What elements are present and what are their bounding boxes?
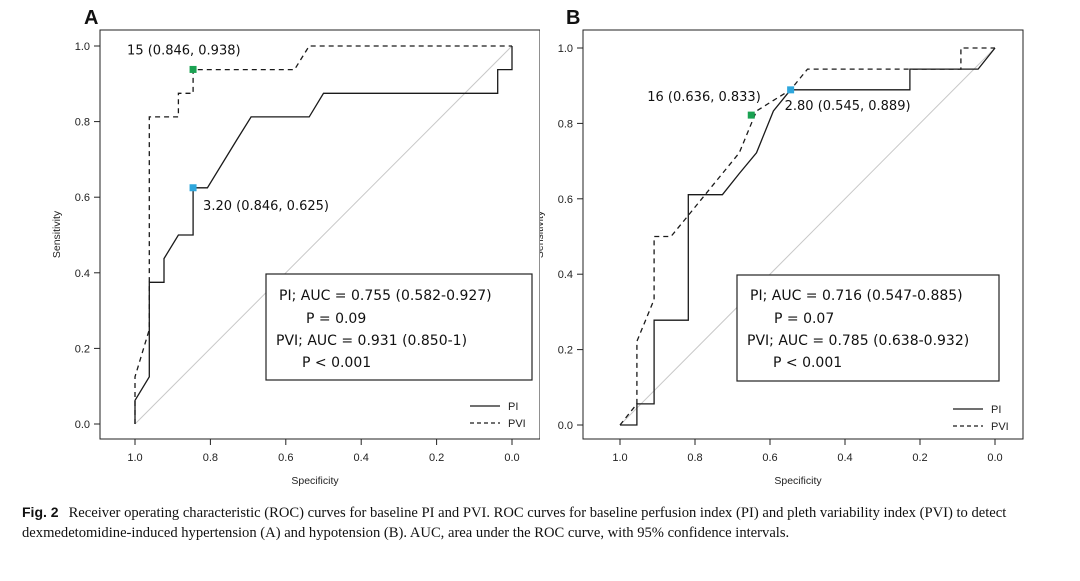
stats-line: PI; AUC = 0.755 (0.582-0.927)	[279, 288, 492, 304]
reference-diagonal	[619, 47, 996, 426]
x-tick-label: 0.6	[762, 452, 777, 464]
cutoff-point-pi	[787, 86, 795, 94]
caption-text: Receiver operating characteristic (ROC) …	[22, 505, 1007, 541]
panel-letter: B	[566, 7, 580, 29]
roc-panel-b: B 1.0 0.8 0.6 0.4 0.2 0.0 0.0 0.2 0.4 0.6 0.8 1.0 Spe…	[540, 0, 1080, 500]
reference-diagonal	[134, 45, 513, 425]
stats-line: P = 0.07	[774, 311, 834, 327]
legend-label-pi: PI	[991, 404, 1001, 416]
x-tick-label: 1.0	[612, 452, 627, 464]
roc-chart-b: B 1.0 0.8 0.6 0.4 0.2 0.0 0.0 0.2 0.4 0.6 0.8 1.0 Spe…	[540, 7, 1024, 487]
cutoff-point-pvi	[747, 111, 755, 119]
series-line-pi	[620, 47, 996, 426]
cutoff-label-pvi: 15 (0.846, 0.938)	[127, 43, 241, 58]
y-tick-label: 0.6	[558, 194, 573, 206]
stats-box	[265, 273, 533, 381]
roc-chart-a: A 1.0 0.8 0.6 0.4 0.2 0.0 0.0 0.2 0.4 0.6 0.8 1.0 Spe…	[51, 7, 540, 487]
y-tick-label: 0.2	[558, 345, 573, 357]
x-tick-label: 0.2	[429, 452, 444, 464]
x-tick-label: 0.0	[987, 452, 1002, 464]
x-tick-label: 1.0	[127, 452, 142, 464]
stats-line: PVI; AUC = 0.785 (0.638-0.932)	[747, 333, 969, 349]
stats-line: PI; AUC = 0.716 (0.547-0.885)	[750, 288, 963, 304]
series-line-pi	[134, 46, 513, 424]
panel-letter: A	[84, 7, 98, 29]
y-tick-label: 0.8	[75, 117, 90, 129]
series-line-pvi	[619, 47, 995, 426]
y-axis-label: Sensitivity	[51, 210, 63, 258]
x-axis-label: Specificity	[291, 475, 339, 487]
cutoff-label-pi: 3.20 (0.846, 0.625)	[203, 199, 329, 214]
x-tick-label: 0.8	[687, 452, 702, 464]
y-tick-label: 1.0	[75, 41, 90, 53]
x-tick-label: 0.8	[203, 452, 218, 464]
plot-frame	[582, 29, 1024, 440]
plot-frame	[99, 29, 540, 440]
stats-line: P < 0.001	[773, 355, 842, 371]
y-tick-label: 0.6	[75, 192, 90, 204]
caption-label: Fig. 2	[22, 504, 59, 520]
series-line-pvi	[134, 45, 512, 424]
x-tick-label: 0.4	[837, 452, 852, 464]
stats-box	[736, 274, 1000, 382]
stats-line: P < 0.001	[302, 355, 371, 371]
x-tick-label: 0.4	[354, 452, 369, 464]
y-tick-label: 1.0	[558, 43, 573, 55]
cutoff-label-pvi: 16 (0.636, 0.833)	[647, 90, 761, 105]
cutoff-point-pvi	[189, 65, 197, 73]
cutoff-point-pi	[189, 184, 197, 192]
y-tick-label: 0.4	[75, 268, 90, 280]
figure-caption: Fig. 2 Receiver operating characteristic …	[22, 503, 1062, 543]
x-tick-label: 0.2	[912, 452, 927, 464]
y-axis-label: Sensitivity	[540, 210, 546, 258]
stats-line: P = 0.09	[306, 311, 366, 327]
y-tick-label: 0.0	[75, 419, 90, 431]
x-tick-label: 0.0	[504, 452, 519, 464]
y-tick-label: 0.4	[558, 269, 573, 281]
y-tick-label: 0.8	[558, 118, 573, 130]
roc-panel-a: A 1.0 0.8 0.6 0.4 0.2 0.0 0.0 0.2 0.4 0.6 0.8 1.0 Spe…	[0, 0, 540, 500]
legend-label-pvi: PVI	[508, 418, 526, 430]
legend-label-pi: PI	[508, 401, 518, 413]
x-axis-label: Specificity	[774, 475, 822, 487]
cutoff-label-pi: 2.80 (0.545, 0.889)	[785, 99, 911, 114]
legend-label-pvi: PVI	[991, 421, 1009, 433]
y-tick-label: 0.0	[558, 420, 573, 432]
stats-line: PVI; AUC = 0.931 (0.850-1)	[276, 333, 467, 349]
x-tick-label: 0.6	[278, 452, 293, 464]
y-tick-label: 0.2	[75, 343, 90, 355]
